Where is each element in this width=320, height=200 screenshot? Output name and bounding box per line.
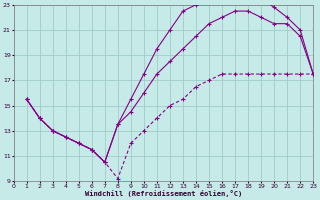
X-axis label: Windchill (Refroidissement éolien,°C): Windchill (Refroidissement éolien,°C) — [85, 190, 242, 197]
